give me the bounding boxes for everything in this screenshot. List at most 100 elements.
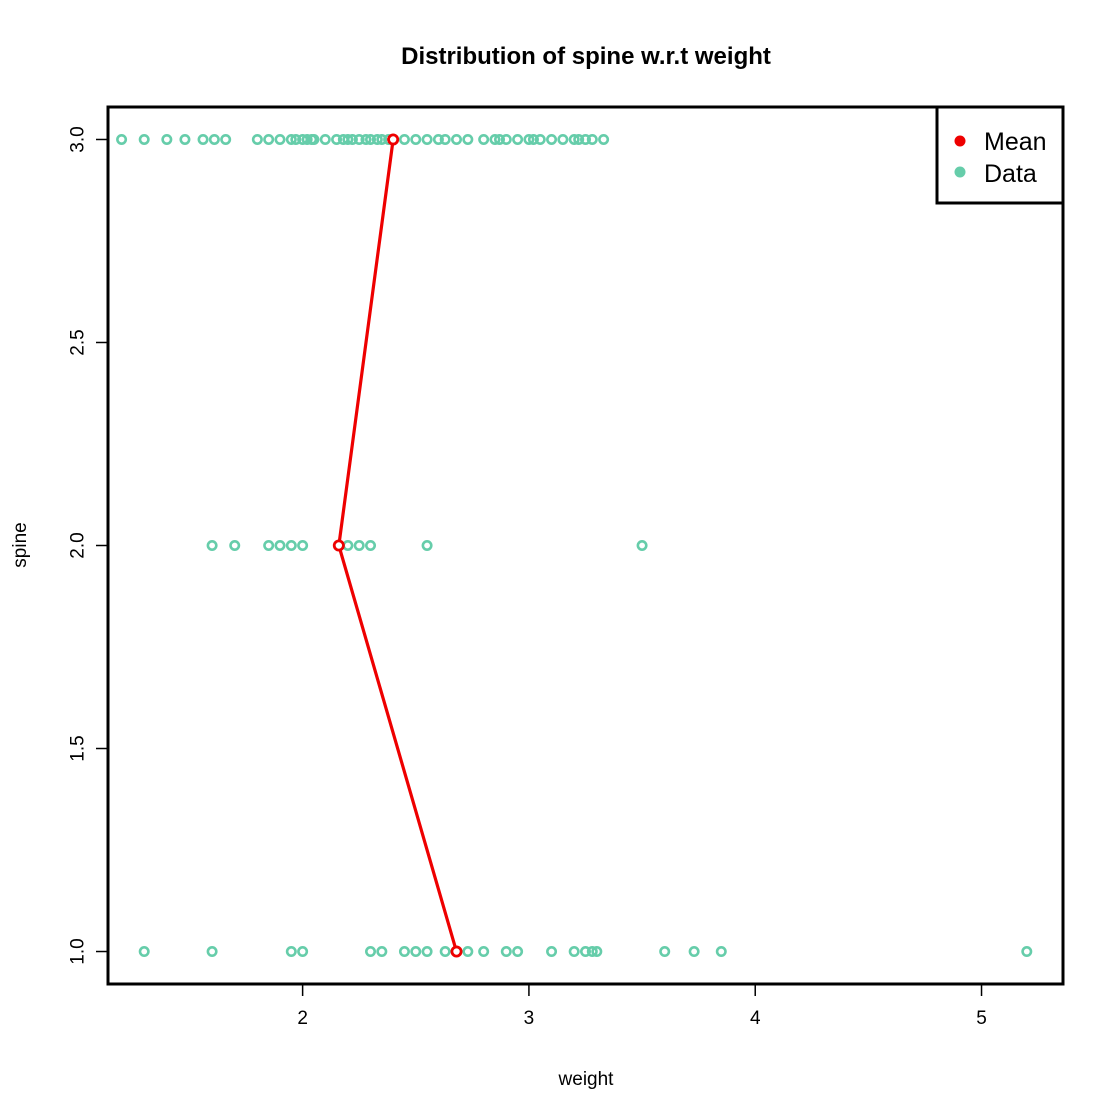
legend-data-marker	[954, 166, 966, 178]
data-point-42	[546, 133, 558, 145]
data-point-33	[462, 133, 474, 145]
data-point-76	[579, 946, 591, 958]
data-point-36	[494, 133, 506, 145]
data-point-27	[398, 133, 410, 145]
data-point-4	[197, 133, 209, 145]
data-point-37	[500, 133, 512, 145]
data-point-16	[319, 133, 331, 145]
data-point-54	[297, 539, 309, 551]
data-point-69	[439, 946, 451, 958]
data-point-6	[220, 133, 232, 145]
y-tick-label-2: 2.0	[68, 532, 89, 558]
data-point-34	[478, 133, 490, 145]
x-tick-label-0: 2	[297, 1008, 308, 1029]
y-axis: 1.0 1.5 2.0 2.5 3.0	[68, 126, 109, 965]
plot-layer	[116, 133, 1033, 958]
data-point-66	[398, 946, 410, 958]
legend-mean-marker	[954, 135, 966, 147]
data-point-19	[342, 133, 354, 145]
data-point-45	[573, 133, 585, 145]
data-point-70	[462, 946, 474, 958]
data-point-55	[342, 539, 354, 551]
data-point-71	[478, 946, 490, 958]
data-point-48	[598, 133, 610, 145]
y-axis-label: spine	[10, 522, 31, 567]
data-point-61	[206, 946, 218, 958]
data-point-51	[263, 539, 275, 551]
data-point-29	[421, 133, 433, 145]
data-point-60	[138, 946, 150, 958]
data-point-22	[360, 133, 372, 145]
data-point-10	[285, 133, 297, 145]
data-point-43	[557, 133, 569, 145]
data-point-73	[512, 946, 524, 958]
data-point-8	[263, 133, 275, 145]
x-tick-label-3: 5	[976, 1008, 987, 1029]
data-point-28	[410, 133, 422, 145]
data-point-5	[208, 133, 220, 145]
x-tick-label-2: 4	[750, 1008, 761, 1029]
data-point-80	[688, 946, 700, 958]
legend-mean-label: Mean	[984, 128, 1047, 156]
data-point-17	[331, 133, 343, 145]
data-point-63	[297, 946, 309, 958]
y-tick-label-3: 2.5	[68, 329, 89, 355]
data-point-21	[353, 133, 365, 145]
x-axis: 2 3 4 5	[297, 983, 987, 1029]
data-point-50	[229, 539, 241, 551]
data-point-56	[353, 539, 365, 551]
data-point-11	[290, 133, 302, 145]
mean-point-0	[387, 133, 400, 146]
y-tick-label-0: 1.0	[68, 938, 89, 964]
data-point-67	[410, 946, 422, 958]
data-point-24	[371, 133, 383, 145]
data-point-20	[346, 133, 358, 145]
data-point-47	[586, 133, 598, 145]
data-point-78	[591, 946, 603, 958]
data-point-74	[546, 946, 558, 958]
x-tick-label-1: 3	[524, 1008, 535, 1029]
data-point-31	[439, 133, 451, 145]
data-point-81	[715, 946, 727, 958]
data-point-1	[138, 133, 150, 145]
legend: Mean Data	[935, 105, 1065, 205]
data-point-23	[365, 133, 377, 145]
y-tick-label-1: 1.5	[68, 735, 89, 761]
data-point-9	[274, 133, 286, 145]
data-point-3	[179, 133, 191, 145]
mean-line	[337, 139, 459, 952]
data-point-49	[206, 539, 218, 551]
data-point-0	[116, 133, 128, 145]
data-point-35	[489, 133, 501, 145]
data-point-13	[301, 133, 313, 145]
data-point-68	[421, 946, 433, 958]
x-axis-label: weight	[558, 1069, 615, 1090]
data-point-57	[365, 539, 377, 551]
data-point-30	[432, 133, 444, 145]
data-point-46	[579, 133, 591, 145]
mean-point-2	[450, 945, 463, 958]
data-point-52	[274, 539, 286, 551]
y-tick-label-4: 3.0	[68, 126, 89, 152]
data-point-38	[512, 133, 524, 145]
data-point-25	[376, 133, 388, 145]
data-point-7	[251, 133, 263, 145]
data-point-40	[527, 133, 539, 145]
data-point-82	[1021, 946, 1033, 958]
data-point-15	[308, 133, 320, 145]
data-point-32	[451, 133, 463, 145]
data-point-59	[636, 539, 648, 551]
data-point-64	[365, 946, 377, 958]
data-point-39	[523, 133, 535, 145]
plot-frame	[106, 105, 1065, 986]
data-point-72	[500, 946, 512, 958]
data-point-58	[421, 539, 433, 551]
chart-title: Distribution of spine w.r.t weight	[401, 43, 771, 70]
data-point-2	[161, 133, 173, 145]
data-point-65	[376, 946, 388, 958]
data-point-44	[568, 133, 580, 145]
data-point-41	[534, 133, 546, 145]
data-point-77	[586, 946, 598, 958]
mean-point-1	[332, 539, 345, 552]
